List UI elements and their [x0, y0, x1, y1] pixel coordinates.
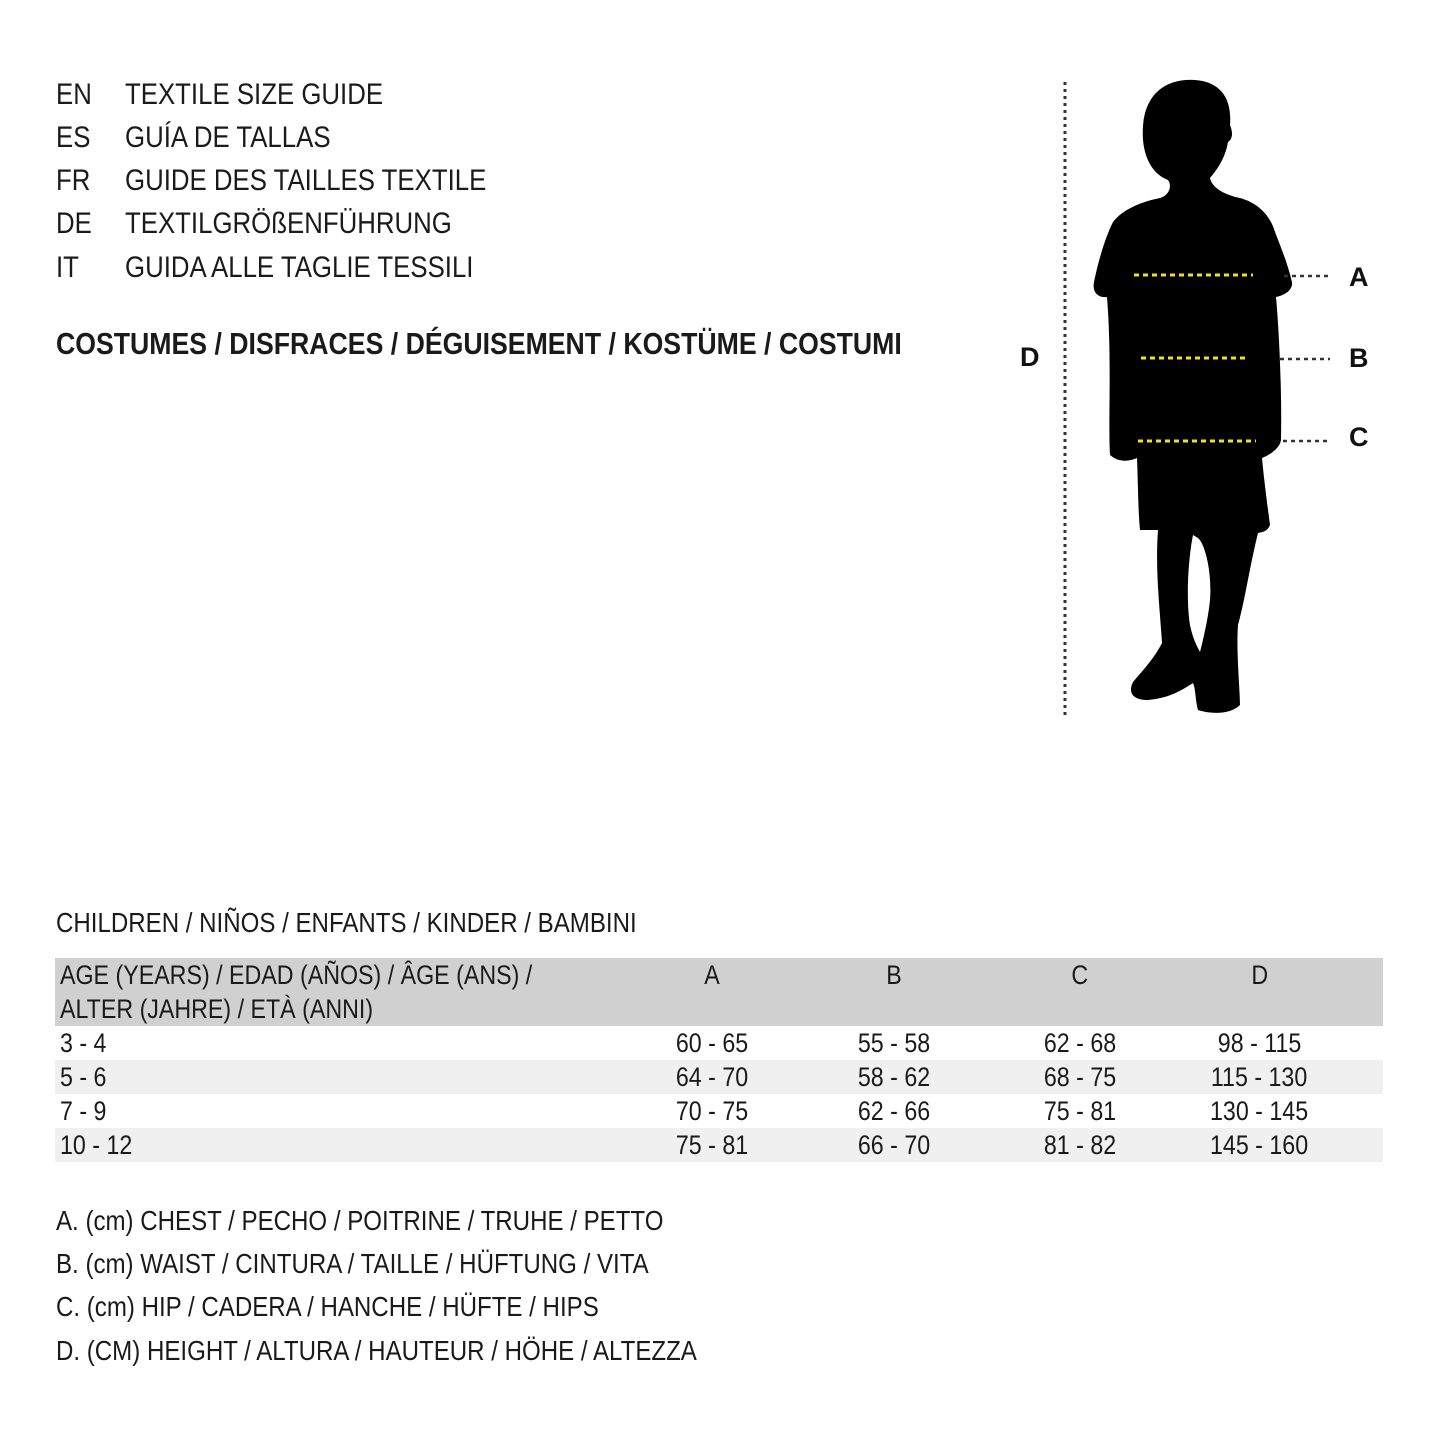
cell-text: 55 - 58 — [857, 1028, 931, 1058]
cell-text: 75 - 81 — [1043, 1096, 1117, 1126]
age-cell: 10 - 12 — [55, 1128, 620, 1162]
cell-text: 98 - 115 — [1217, 1028, 1302, 1058]
cell-text: 62 - 68 — [1043, 1028, 1117, 1058]
cell-text: 62 - 66 — [857, 1096, 931, 1126]
measure-cell-b: 58 - 62 — [804, 1060, 984, 1094]
language-code: ES — [56, 121, 91, 154]
header-b-text: B — [886, 960, 902, 990]
cell-text: 75 - 81 — [675, 1130, 749, 1160]
measure-cell-c: 68 - 75 — [984, 1060, 1176, 1094]
cell-text: 64 - 70 — [675, 1062, 749, 1092]
cell-text: 58 - 62 — [857, 1062, 931, 1092]
header-b: B — [804, 958, 984, 1026]
cell-text: 60 - 65 — [675, 1028, 749, 1058]
label-c: C — [1349, 422, 1369, 452]
measure-cell-c: 62 - 68 — [984, 1026, 1176, 1060]
measure-cell-b: 66 - 70 — [804, 1128, 984, 1162]
legend-text: A. (cm) CHEST / PECHO / POITRINE / TRUHE… — [56, 1205, 664, 1236]
cell-text: 81 - 82 — [1043, 1130, 1117, 1160]
legend-text: C. (cm) HIP / CADERA / HANCHE / HÜFTE / … — [56, 1291, 599, 1322]
cell-text: 3 - 4 — [60, 1028, 107, 1058]
measure-cell-d: 98 - 115 — [1176, 1026, 1383, 1060]
header-c: C — [984, 958, 1176, 1026]
category-title-text: COSTUMES / DISFRACES / DÉGUISEMENT / KOS… — [56, 326, 902, 361]
language-code: FR — [56, 164, 91, 197]
cell-text: 145 - 160 — [1210, 1130, 1309, 1160]
measure-cell-c: 75 - 81 — [984, 1094, 1176, 1128]
age-cell: 3 - 4 — [55, 1026, 620, 1060]
header-c-text: C — [1071, 960, 1089, 990]
size-table: AGE (YEARS) / EDAD (AÑOS) / ÂGE (ANS) / … — [55, 958, 1383, 1162]
header-age-line1: AGE (YEARS) / EDAD (AÑOS) / ÂGE (ANS) / — [60, 960, 533, 990]
legend-item-c: C. (cm) HIP / CADERA / HANCHE / HÜFTE / … — [56, 1287, 687, 1327]
table-title: CHILDREN / NIÑOS / ENFANTS / KINDER / BA… — [56, 903, 731, 943]
language-title: GUIDA ALLE TAGLIE TESSILI — [125, 251, 474, 284]
legend-item-a: A. (cm) CHEST / PECHO / POITRINE / TRUHE… — [56, 1201, 762, 1241]
table-row: 7 - 9 70 - 75 62 - 66 75 - 81 130 - 145 — [55, 1094, 1383, 1128]
cell-text: 130 - 145 — [1210, 1096, 1309, 1126]
measure-cell-d: 115 - 130 — [1176, 1060, 1383, 1094]
header-d: D — [1176, 958, 1383, 1026]
legend-item-d: D. (CM) HEIGHT / ALTURA / HAUTEUR / HÖHE… — [56, 1331, 801, 1371]
cell-text: 7 - 9 — [60, 1096, 107, 1126]
cell-text: 66 - 70 — [857, 1130, 931, 1160]
header-d-text: D — [1251, 960, 1268, 990]
category-title: COSTUMES / DISFRACES / DÉGUISEMENT / KOS… — [56, 324, 1039, 364]
language-title: TEXTILE SIZE GUIDE — [125, 78, 384, 111]
measure-cell-c: 81 - 82 — [984, 1128, 1176, 1162]
measure-cell-d: 130 - 145 — [1176, 1094, 1383, 1128]
language-code: EN — [56, 78, 92, 111]
table-row: 3 - 4 60 - 65 55 - 58 62 - 68 98 - 115 — [55, 1026, 1383, 1060]
language-title: GUÍA DE TALLAS — [125, 121, 331, 154]
cell-text: 68 - 75 — [1043, 1062, 1117, 1092]
table-row: 10 - 12 75 - 81 66 - 70 81 - 82 145 - 160 — [55, 1128, 1383, 1162]
age-cell: 5 - 6 — [55, 1060, 620, 1094]
age-cell: 7 - 9 — [55, 1094, 620, 1128]
language-code: DE — [56, 207, 92, 240]
child-silhouette-figure: D A B C — [1020, 79, 1369, 715]
measurement-lines — [1134, 273, 1256, 443]
legend-text: B. (cm) WAIST / CINTURA / TAILLE / HÜFTU… — [56, 1248, 649, 1279]
measure-cell-a: 75 - 81 — [620, 1128, 804, 1162]
measure-cell-b: 55 - 58 — [804, 1026, 984, 1060]
measure-cell-b: 62 - 66 — [804, 1094, 984, 1128]
measure-cell-a: 70 - 75 — [620, 1094, 804, 1128]
table-row: 5 - 6 64 - 70 58 - 62 68 - 75 115 - 130 — [55, 1060, 1383, 1094]
header-age: AGE (YEARS) / EDAD (AÑOS) / ÂGE (ANS) / … — [55, 958, 620, 1026]
cell-text: 70 - 75 — [675, 1096, 749, 1126]
measure-cell-d: 145 - 160 — [1176, 1128, 1383, 1162]
table-header-row: AGE (YEARS) / EDAD (AÑOS) / ÂGE (ANS) / … — [55, 958, 1383, 1026]
measure-cell-a: 64 - 70 — [620, 1060, 804, 1094]
language-title: TEXTILGRÖßENFÜHRUNG — [125, 207, 452, 240]
cell-text: 115 - 130 — [1211, 1062, 1308, 1092]
label-b: B — [1349, 343, 1369, 373]
legend-text: D. (CM) HEIGHT / ALTURA / HAUTEUR / HÖHE… — [56, 1335, 697, 1366]
legend-item-b: B. (cm) WAIST / CINTURA / TAILLE / HÜFTU… — [56, 1244, 745, 1284]
header-age-line2: ALTER (JAHRE) / ETÀ (ANNI) — [60, 994, 374, 1024]
child-silhouette-icon — [1093, 79, 1293, 713]
language-title: GUIDE DES TAILLES TEXTILE — [125, 164, 487, 197]
table-title-text: CHILDREN / NIÑOS / ENFANTS / KINDER / BA… — [56, 907, 637, 938]
header-a: A — [620, 958, 804, 1026]
label-a: A — [1349, 262, 1369, 292]
language-code: IT — [56, 251, 79, 284]
cell-text: 5 - 6 — [60, 1062, 107, 1092]
label-d: D — [1020, 342, 1040, 372]
measure-cell-a: 60 - 65 — [620, 1026, 804, 1060]
label-guide-lines — [1280, 274, 1330, 443]
header-a-text: A — [704, 960, 720, 990]
cell-text: 10 - 12 — [60, 1130, 133, 1160]
